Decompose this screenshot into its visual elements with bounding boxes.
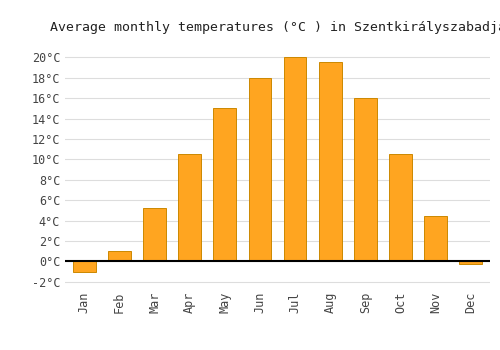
Bar xyxy=(214,108,236,261)
Bar xyxy=(354,98,376,261)
Bar xyxy=(424,216,447,261)
Bar xyxy=(248,78,272,261)
Title: Average monthly temperatures (°C ) in Szentkirályszabadja: Average monthly temperatures (°C ) in Sz… xyxy=(50,21,500,34)
Bar xyxy=(143,208,166,261)
Bar xyxy=(178,154,201,261)
Bar xyxy=(389,154,412,261)
Bar xyxy=(284,57,306,261)
Bar xyxy=(319,62,342,261)
Bar xyxy=(108,251,131,261)
Bar xyxy=(460,261,482,264)
Bar xyxy=(73,261,96,272)
